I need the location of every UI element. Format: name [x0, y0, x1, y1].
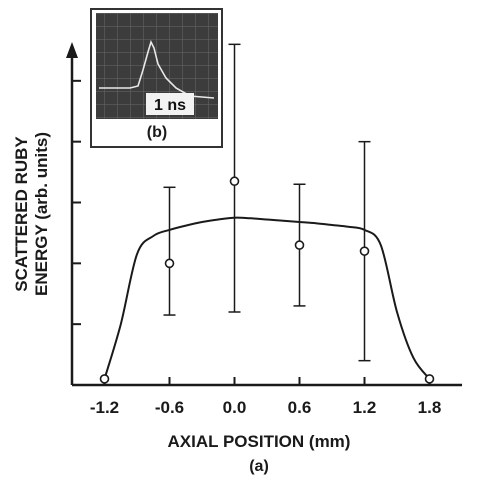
x-tick-label-5: 1.8 — [418, 398, 442, 417]
x-tick-label-3: 0.6 — [288, 398, 312, 417]
x-tick-labels: -1.2 -0.6 0.0 0.6 1.2 1.8 — [90, 398, 441, 417]
fit-curve-line — [103, 216, 431, 380]
data-point-2 — [229, 176, 240, 187]
panel-label: (a) — [249, 458, 269, 475]
x-tick-label-2: 0.0 — [223, 398, 247, 417]
y-tick-marks — [72, 79, 81, 326]
inset-scale-label-bg — [146, 93, 194, 115]
y-axis-title-line1: SCATTERED RUBY — [12, 136, 31, 292]
inset-panel-label: (b) — [147, 124, 167, 141]
data-point-1 — [164, 258, 175, 269]
x-tick-label-4: 1.2 — [353, 398, 377, 417]
x-tick-label-1: -0.6 — [155, 398, 184, 417]
data-point-3 — [294, 240, 305, 250]
data-point-5 — [424, 374, 435, 384]
x-axis-title: AXIAL POSITION (mm) — [168, 432, 351, 451]
inset-scale-label: 1 ns — [154, 97, 186, 114]
data-point-0 — [99, 374, 110, 384]
inset-panel: 1 ns (b) — [90, 8, 223, 148]
data-markers — [99, 176, 435, 384]
y-axis-title-line2: ENERGY (arb. units) — [32, 132, 51, 296]
data-point-4 — [359, 246, 370, 256]
inset-pulse-trace — [99, 39, 215, 99]
x-tick-label-0: -1.2 — [90, 398, 119, 417]
y-axis-arrowhead — [66, 42, 78, 58]
